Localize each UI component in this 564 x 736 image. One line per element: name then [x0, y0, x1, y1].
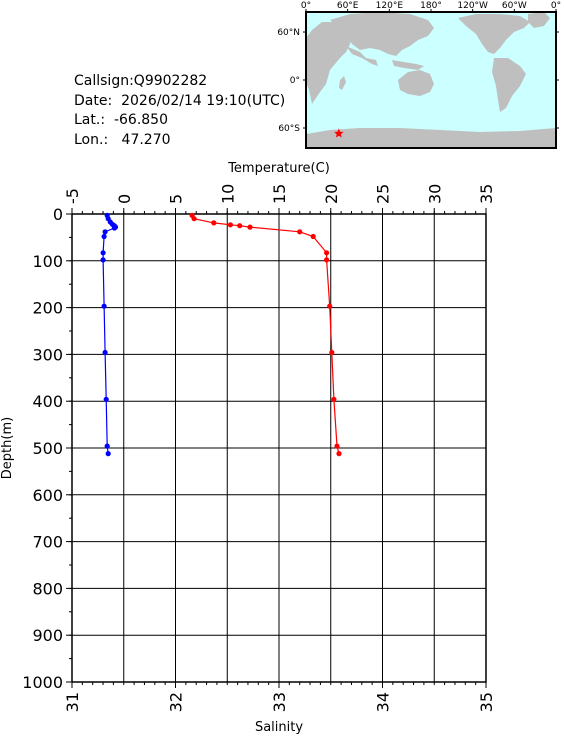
depth-tick-label: 400 — [32, 392, 63, 411]
land-north-america — [458, 14, 530, 54]
temperature-tick-label: 15 — [270, 184, 289, 204]
temperature-data-point — [237, 223, 243, 229]
map-lon-label: 120°W — [457, 1, 488, 11]
temperature-tick-label: 25 — [374, 184, 393, 204]
lat-value: -66.850 — [113, 112, 168, 128]
salinity-data-point — [105, 451, 111, 457]
temperature-data-point — [331, 396, 337, 402]
depth-tick-label: 300 — [32, 345, 63, 364]
depth-tick-label: 1000 — [22, 673, 63, 692]
depth-tick-label: 500 — [32, 439, 63, 458]
land-indonesia — [392, 60, 424, 70]
lon-label: Lon.: — [74, 131, 109, 148]
depth-tick-label: 700 — [32, 533, 63, 552]
temperature-tick-label: 5 — [167, 194, 186, 204]
temperature-tick-label: -5 — [63, 188, 82, 204]
salinity-tick-label: 34 — [374, 692, 393, 712]
depth-axis-title: Depth(m) — [0, 417, 15, 479]
land-madagascar — [339, 76, 346, 90]
map-lat-label: 0° — [290, 76, 300, 86]
map-lon-label: 180° — [420, 1, 442, 11]
salinity-data-point — [111, 225, 117, 231]
temperature-data-point — [327, 303, 333, 309]
map-lon-label: 60°W — [502, 1, 527, 11]
temperature-data-point — [227, 222, 233, 228]
callsign-value: Q9902282 — [133, 73, 208, 89]
salinity-data-point — [101, 233, 107, 240]
temperature-tick-label: 0 — [115, 194, 134, 204]
map-lon-label: 0° — [301, 1, 311, 11]
temperature-axis-title: Temperature(C) — [227, 161, 330, 176]
temperature-data-point — [324, 250, 330, 256]
map-ticks — [303, 9, 559, 129]
callsign-line: Callsign:Q9902282 — [74, 72, 285, 92]
depth-tick-label: 0 — [53, 205, 63, 224]
land-arabia-india — [346, 46, 378, 66]
land-asia — [330, 12, 434, 56]
date-line: Date: 2026/02/14 19:10(UTC) — [74, 92, 285, 112]
temperature-data-point — [191, 216, 197, 222]
map-lon-label: 60°E — [337, 1, 359, 11]
temperature-data-point — [324, 257, 330, 263]
station-marker-icon — [334, 128, 344, 138]
map-labels: 0° 60°E 120°E 180° 120°W 60°W 0° 60°N 0° 60°S — [277, 1, 561, 134]
depth-tick-label: 800 — [32, 579, 63, 598]
lat-line: Lat.: -66.850 — [74, 111, 285, 131]
chart-grid — [71, 213, 487, 683]
map-lon-label: 0° — [551, 1, 561, 11]
land-africa-europe — [306, 22, 354, 104]
depth-tick-label: 100 — [32, 252, 63, 271]
land-south-america — [492, 58, 526, 112]
temperature-data-point — [310, 233, 316, 240]
lat-label: Lat.: — [74, 112, 106, 128]
lon-value: 47.270 — [121, 131, 171, 148]
temperature-data-point — [297, 229, 303, 235]
date-label: Date: — [74, 92, 113, 109]
depth-tick-label: 200 — [32, 299, 63, 318]
station-star-icon — [334, 128, 344, 138]
map-lat-label: 60°S — [278, 124, 300, 134]
temperature-tick-label: 10 — [218, 184, 237, 204]
salinity-tick-label: 35 — [477, 692, 496, 712]
land-australia — [398, 70, 434, 96]
land-antarctica — [306, 128, 556, 148]
salinity-data-point — [104, 443, 110, 449]
chart-series — [100, 212, 342, 457]
station-info: Callsign:Q9902282 Date: 2026/02/14 19:10… — [74, 72, 285, 150]
map-lat-label: 60°N — [277, 28, 300, 38]
temperature-data-point — [247, 224, 253, 230]
land-greenland — [528, 12, 550, 28]
depth-tick-label: 600 — [32, 486, 63, 505]
location-map: 0° 60°E 120°E 180° 120°W 60°W 0° 60°N 0° 60°S — [277, 1, 561, 149]
temperature-data-point — [211, 220, 217, 226]
temperature-tick-label: 20 — [322, 184, 341, 204]
temperature-data-point — [329, 349, 335, 356]
salinity-tick-label: 32 — [167, 692, 186, 712]
depth-tick-label: 900 — [32, 626, 63, 645]
salinity-data-point — [102, 229, 108, 235]
lon-line: Lon.: 47.270 — [74, 131, 285, 151]
salinity-axis-title: Salinity — [255, 720, 303, 735]
temperature-profile-line — [191, 215, 340, 454]
salinity-data-point — [101, 303, 107, 309]
map-lon-label: 120°E — [376, 1, 404, 11]
temperature-tick-label: 30 — [425, 184, 444, 204]
salinity-data-point — [102, 349, 108, 356]
salinity-tick-label: 33 — [270, 692, 289, 712]
salinity-data-point — [100, 250, 106, 256]
plot-frame — [71, 213, 487, 683]
map-land — [306, 12, 556, 148]
salinity-tick-label: 31 — [63, 692, 82, 712]
salinity-data-point — [103, 396, 109, 402]
callsign-label: Callsign: — [74, 73, 134, 89]
date-value: 2026/02/14 19:10(UTC) — [121, 92, 286, 109]
temperature-data-point — [334, 443, 340, 449]
temperature-data-point — [336, 451, 342, 457]
temperature-tick-label: 35 — [477, 184, 496, 204]
salinity-data-point — [100, 257, 106, 263]
